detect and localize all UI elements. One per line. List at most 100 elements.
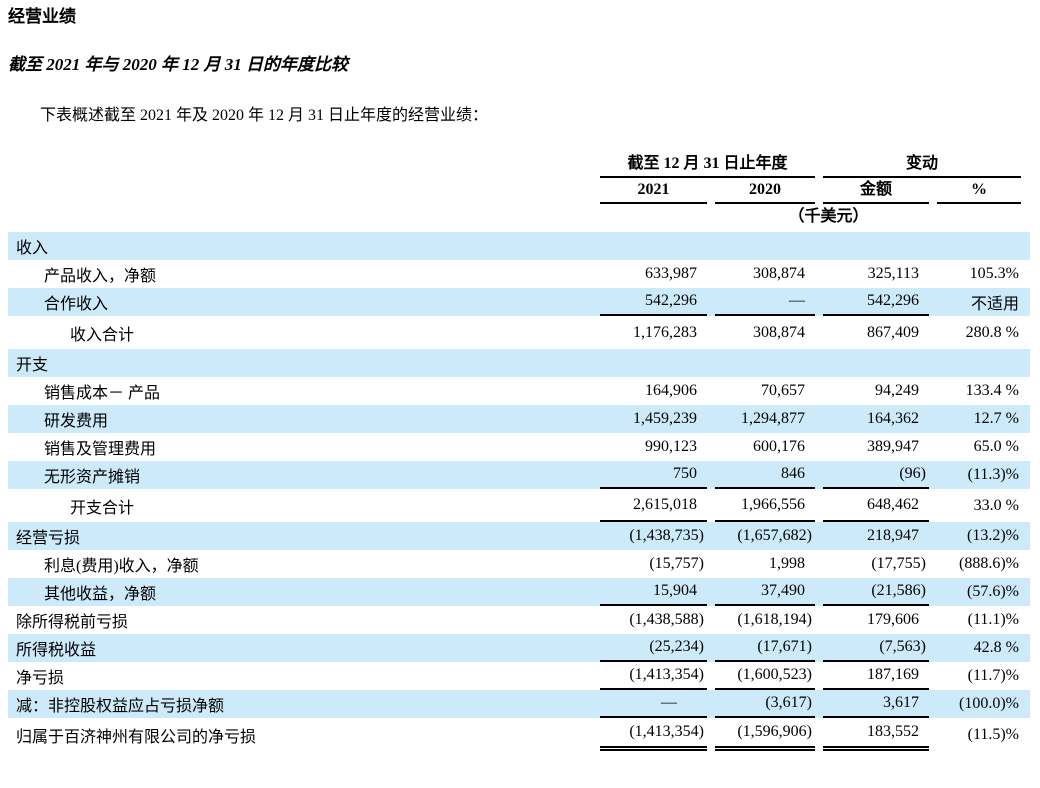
cell-2020: (17,671) <box>715 634 815 662</box>
cell-percent: 280.8 % <box>965 323 1019 341</box>
cell-2021: (1,438,588) <box>629 611 704 628</box>
cell-2020 <box>715 349 815 377</box>
row-label: 销售及管理费用 <box>44 441 157 458</box>
cell-2020: — <box>715 288 815 316</box>
cell-percent: (13.2)% <box>967 527 1019 544</box>
column-header-2020: 2020 <box>715 178 815 204</box>
cell-percent: (100.0)% <box>959 695 1019 712</box>
column-group-change: 变动 <box>823 152 1021 178</box>
header-spacer <box>8 152 592 178</box>
cell-percent: 不适用 <box>970 296 1019 313</box>
cell-amount: 164,362 <box>867 410 919 427</box>
table-row: 合作收入 542,296 — 542,296 不适用 <box>8 288 1030 316</box>
row-label: 其他收益，净额 <box>44 586 157 603</box>
cell-2021: (1,413,354) <box>600 718 707 751</box>
table-row: 利息(费用)收入，净额 (15,757) 1,998 (17,755) (888.6)% <box>8 550 1030 578</box>
cell-amount: 542,296 <box>823 288 929 316</box>
row-label: 经营亏损 <box>16 530 81 547</box>
cell-2020: 1,998 <box>769 555 805 572</box>
cell-percent: (11.1)% <box>967 611 1019 628</box>
column-header-amount: 金额 <box>823 178 929 204</box>
cell-2021: 164,906 <box>645 382 697 399</box>
header-spacer <box>8 204 592 232</box>
row-label: 归属于百济神州有限公司的净亏损 <box>16 728 257 746</box>
cell-2020: 600,176 <box>753 438 805 455</box>
cell-percent: 133.4 % <box>965 382 1019 399</box>
cell-percent: 65.0 % <box>973 438 1019 455</box>
cell-amount: (17,755) <box>871 555 926 572</box>
table-header-columns: 2021 2020 金额 % <box>8 178 1030 204</box>
cell-percent: 42.8 % <box>973 639 1019 656</box>
table-header-groups: 截至 12 月 31 日止年度 变动 <box>8 152 1030 178</box>
table-row: 收入 <box>8 232 1030 260</box>
cell-percent <box>937 232 1021 260</box>
row-label: 收入合计 <box>70 326 135 344</box>
cell-2020: (3,617) <box>715 690 815 718</box>
column-header-2021: 2021 <box>600 178 707 204</box>
row-label: 净亏损 <box>16 670 65 687</box>
table-row: 产品收入，净额 633,987 308,874 325,113 105.3% <box>8 260 1030 288</box>
cell-amount: 179,606 <box>867 611 919 628</box>
table-row: 所得税收益 (25,234) (17,671) (7,563) 42.8 % <box>8 634 1030 662</box>
table-row: 归属于百济神州有限公司的净亏损 (1,413,354) (1,596,906) 183… <box>8 718 1030 751</box>
cell-amount: (96) <box>823 461 929 489</box>
table-row: 其他收益，净额 15,904 37,490 (21,586) (57.6)% <box>8 578 1030 606</box>
cell-amount: 3,617 <box>823 690 929 718</box>
cell-2020: (1,600,523) <box>715 662 815 690</box>
row-label: 开支合计 <box>70 499 135 517</box>
page-title: 经营业绩 <box>8 7 76 26</box>
cell-percent: (888.6)% <box>959 555 1019 572</box>
column-group-year-ended: 截至 12 月 31 日止年度 <box>600 152 815 178</box>
cell-percent: (11.5)% <box>967 725 1019 743</box>
row-label: 除所得税前亏损 <box>16 614 129 631</box>
table-row: 无形资产摊销 750 846 (96) (11.3)% <box>8 461 1030 489</box>
cell-2021: 1,459,239 <box>633 410 697 427</box>
cell-2020: (1,657,682) <box>737 527 812 544</box>
cell-2020: (1,618,194) <box>737 611 812 628</box>
unit-label: （千美元） <box>788 208 869 225</box>
row-label: 研发费用 <box>44 413 109 430</box>
cell-2021: (1,413,354) <box>600 662 707 690</box>
cell-2021: 990,123 <box>645 438 697 455</box>
table-body: 收入 产品收入，净额 633,987 308,874 325,113 105.3% 合作收入… <box>8 232 1030 751</box>
cell-2021 <box>600 349 707 377</box>
cell-2020: 308,874 <box>753 265 805 282</box>
table-row: 销售及管理费用 990,123 600,176 389,947 65.0 % <box>8 433 1030 461</box>
cell-2020: 70,657 <box>761 382 805 399</box>
operating-results-table: 截至 12 月 31 日止年度 变动 2021 2020 金额 % （千美元） … <box>8 152 1030 751</box>
row-label: 利息(费用)收入，净额 <box>44 558 199 575</box>
row-label: 产品收入，净额 <box>44 268 157 285</box>
cell-2021: (15,757) <box>649 555 704 572</box>
row-label: 无形资产摊销 <box>44 469 141 486</box>
cell-amount: 218,947 <box>867 527 919 544</box>
cell-2020: (1,596,906) <box>715 718 815 751</box>
cell-percent: (11.7)% <box>967 667 1019 684</box>
cell-2021: 542,296 <box>600 288 707 316</box>
cell-2021: 750 <box>600 461 707 489</box>
cell-2020: 1,966,556 <box>715 489 815 522</box>
cell-2020: 37,490 <box>715 578 815 606</box>
column-header-percent: % <box>937 178 1021 204</box>
cell-2021: — <box>600 690 707 718</box>
table-row: 除所得税前亏损 (1,438,588) (1,618,194) 179,606 (11.… <box>8 606 1030 634</box>
cell-percent <box>937 349 1021 377</box>
row-label: 收入 <box>16 240 49 257</box>
cell-2021 <box>600 232 707 260</box>
table-row: 开支合计 2,615,018 1,966,556 648,462 33.0 % <box>8 489 1030 522</box>
cell-2020: 308,874 <box>753 323 805 341</box>
cell-amount: 867,409 <box>867 323 919 341</box>
cell-amount: 94,249 <box>875 382 919 399</box>
row-label: 合作收入 <box>44 296 109 313</box>
table-row: 收入合计 1,176,283 308,874 867,409 280.8 % <box>8 316 1030 349</box>
cell-amount: 648,462 <box>823 489 929 522</box>
cell-amount: 389,947 <box>867 438 919 455</box>
cell-amount <box>823 232 929 260</box>
table-row: 净亏损 (1,413,354) (1,600,523) 187,169 (11.7)% <box>8 662 1030 690</box>
table-row: 研发费用 1,459,239 1,294,877 164,362 12.7 % <box>8 405 1030 433</box>
cell-amount: (7,563) <box>823 634 929 662</box>
cell-amount <box>823 349 929 377</box>
header-spacer <box>8 178 592 204</box>
cell-2021: 15,904 <box>600 578 707 606</box>
cell-2021: 1,176,283 <box>633 323 697 341</box>
